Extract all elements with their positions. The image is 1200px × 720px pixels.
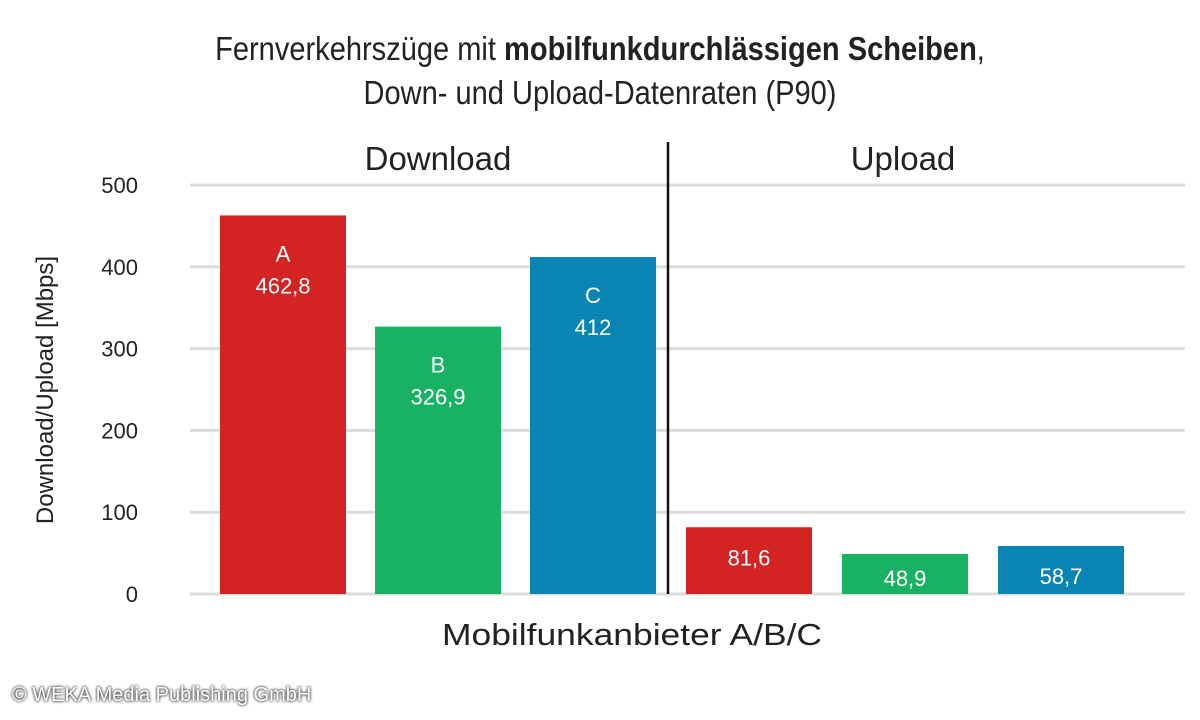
- bar-category-label: C: [585, 283, 601, 308]
- chart-title-line1: Fernverkehrszüge mit mobilfunkdurchlässi…: [72, 30, 1128, 68]
- title-bold: mobilfunkdurchlässigen Scheiben: [504, 30, 977, 67]
- bar-upload-a: [686, 527, 812, 594]
- bar-value-label: 412: [575, 315, 612, 340]
- copyright: © WEKA Media Publishing GmbH: [12, 684, 312, 706]
- bar-value-label: 326,9: [410, 385, 465, 410]
- y-tick-label: 500: [101, 173, 138, 198]
- bar-download-a: [220, 215, 346, 594]
- bar-upload-b: [842, 553, 968, 594]
- chart-title-line2: Down- und Upload-Datenraten (P90): [363, 74, 837, 111]
- bar-value-label: 81,6: [728, 545, 771, 570]
- bar-download-b: [375, 326, 501, 594]
- group-label-upload: Upload: [851, 140, 956, 177]
- bar-value-label: 462,8: [255, 273, 310, 298]
- y-axis-label: Download/Upload [Mbps]: [32, 256, 59, 524]
- bar-category-label: A: [276, 241, 291, 266]
- y-tick-label: 200: [101, 418, 138, 443]
- title-normal: Fernverkehrszüge mit: [215, 30, 505, 67]
- y-tick-label: 300: [101, 337, 138, 362]
- bar-value-label: 48,9: [884, 566, 927, 591]
- y-tick-label: 0: [126, 582, 138, 607]
- x-axis-label: Mobilfunkanbieter A/B/C: [442, 617, 822, 652]
- bar-category-label: B: [431, 353, 446, 378]
- title-end: ,: [976, 30, 985, 67]
- bar-upload-c: [998, 545, 1124, 594]
- y-tick-label: 400: [101, 255, 138, 280]
- bar-value-label: 58,7: [1040, 564, 1083, 589]
- bar-download-c: [530, 256, 656, 594]
- group-label-download: Download: [365, 140, 512, 177]
- y-tick-label: 100: [101, 500, 138, 525]
